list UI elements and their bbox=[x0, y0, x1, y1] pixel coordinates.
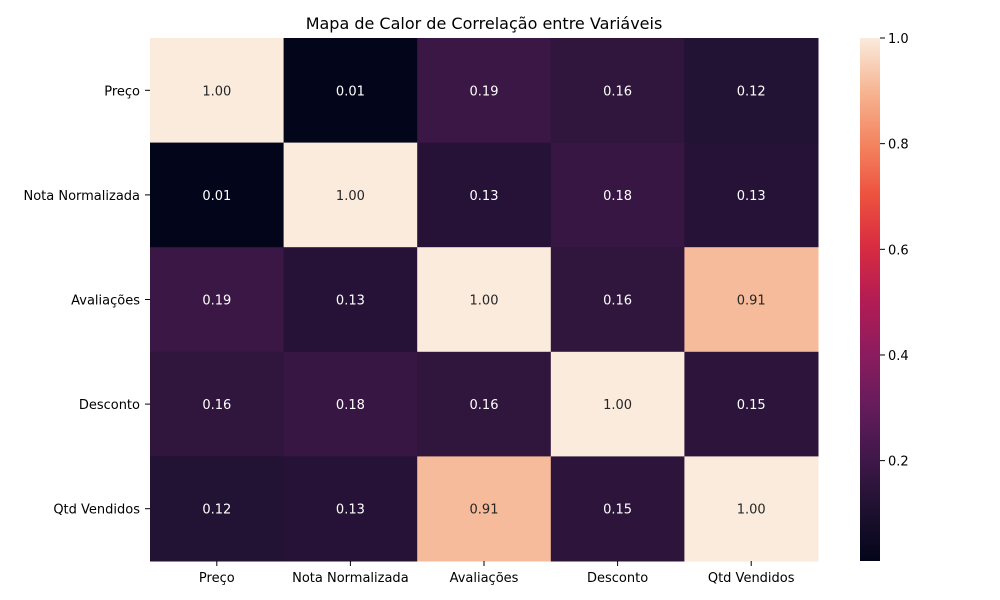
heatmap-cell-preco-avaliacoes bbox=[417, 38, 552, 144]
cell-value-label: 0.18 bbox=[603, 189, 632, 204]
y-axis: Preço Nota Normalizada Avaliações Desconto Q… bbox=[23, 84, 150, 518]
colorbar-tick-label: 0.2 bbox=[888, 455, 909, 470]
cell-value-label: 1.00 bbox=[470, 294, 499, 309]
cell-value-label: 0.91 bbox=[737, 294, 766, 309]
cell-value-label: 0.19 bbox=[470, 84, 499, 99]
cell-value-label: 0.01 bbox=[336, 84, 365, 99]
heatmap-cell-desconto-avaliacoes bbox=[417, 351, 552, 457]
x-tick-label-qtd-vendidos: Qtd Vendidos bbox=[708, 571, 795, 586]
heatmap-cell-qtd-vendidos-qtd-vendidos bbox=[684, 456, 819, 562]
heatmap-cell-labels: 1.00 0.01 0.19 0.16 0.12 0.01 1.00 0.13 0.18 0.13… bbox=[202, 84, 765, 517]
heatmap-cell-nota-normalizada-nota-normalizada bbox=[283, 142, 418, 248]
cell-value-label: 0.01 bbox=[202, 189, 231, 204]
cell-value-label: 0.91 bbox=[470, 503, 499, 518]
cell-value-label: 0.13 bbox=[336, 294, 365, 309]
heatmap-cell-desconto-qtd-vendidos bbox=[684, 351, 819, 457]
cell-value-label: 0.16 bbox=[470, 398, 499, 413]
colorbar-tick-label: 1.0 bbox=[888, 32, 909, 47]
y-tick-label-desconto: Desconto bbox=[79, 398, 140, 413]
heatmap-cell-avaliacoes-avaliacoes bbox=[417, 247, 552, 353]
colorbar-gradient bbox=[860, 38, 880, 561]
cell-value-label: 1.00 bbox=[336, 189, 365, 204]
x-tick-label-preco: Preço bbox=[199, 571, 235, 586]
y-tick-label-qtd-vendidos: Qtd Vendidos bbox=[53, 503, 140, 518]
heatmap-cell-preco-preco bbox=[150, 38, 285, 144]
heatmap-cell-qtd-vendidos-preco bbox=[150, 456, 285, 562]
y-tick-label-avaliacoes: Avaliações bbox=[71, 294, 140, 309]
heatmap-cells bbox=[150, 38, 819, 562]
cell-value-label: 0.13 bbox=[737, 189, 766, 204]
heatmap-cell-avaliacoes-qtd-vendidos bbox=[684, 247, 819, 353]
heatmap-cell-desconto-desconto bbox=[550, 351, 685, 457]
cell-value-label: 0.18 bbox=[336, 398, 365, 413]
heatmap-cell-avaliacoes-preco bbox=[150, 247, 285, 353]
cell-value-label: 0.15 bbox=[603, 503, 632, 518]
cell-value-label: 0.15 bbox=[737, 398, 766, 413]
heatmap-cell-avaliacoes-desconto bbox=[550, 247, 685, 353]
heatmap-cell-nota-normalizada-qtd-vendidos bbox=[684, 142, 819, 248]
cell-value-label: 0.16 bbox=[202, 398, 231, 413]
cell-value-label: 1.00 bbox=[737, 503, 766, 518]
x-tick-label-avaliacoes: Avaliações bbox=[450, 571, 519, 586]
heatmap-cell-qtd-vendidos-avaliacoes bbox=[417, 456, 552, 562]
x-tick-label-nota-normalizada: Nota Normalizada bbox=[292, 571, 409, 586]
heatmap-cell-avaliacoes-nota-normalizada bbox=[283, 247, 418, 353]
cell-value-label: 1.00 bbox=[202, 84, 231, 99]
colorbar-tick-label: 0.4 bbox=[888, 349, 909, 364]
colorbar: 0.2 0.4 0.6 0.8 1.0 bbox=[860, 32, 909, 561]
heatmap-cell-preco-qtd-vendidos bbox=[684, 38, 819, 144]
cell-value-label: 1.00 bbox=[603, 398, 632, 413]
heatmap-cell-qtd-vendidos-nota-normalizada bbox=[283, 456, 418, 562]
heatmap-cell-nota-normalizada-preco bbox=[150, 142, 285, 248]
chart-title: Mapa de Calor de Correlação entre Variáv… bbox=[306, 14, 663, 33]
cell-value-label: 0.12 bbox=[202, 503, 231, 518]
cell-value-label: 0.16 bbox=[603, 294, 632, 309]
y-tick-label-preco: Preço bbox=[104, 84, 140, 99]
colorbar-tick-label: 0.8 bbox=[888, 138, 909, 153]
heatmap-cell-preco-desconto bbox=[550, 38, 685, 144]
cell-value-label: 0.13 bbox=[336, 503, 365, 518]
heatmap-cell-qtd-vendidos-desconto bbox=[550, 456, 685, 562]
heatmap-cell-nota-normalizada-desconto bbox=[550, 142, 685, 248]
heatmap-cell-preco-nota-normalizada bbox=[283, 38, 418, 144]
cell-value-label: 0.13 bbox=[470, 189, 499, 204]
heatmap-cell-desconto-nota-normalizada bbox=[283, 351, 418, 457]
heatmap-cell-desconto-preco bbox=[150, 351, 285, 457]
x-tick-label-desconto: Desconto bbox=[587, 571, 648, 586]
colorbar-tick-label: 0.6 bbox=[888, 243, 909, 258]
heatmap-cell-nota-normalizada-avaliacoes bbox=[417, 142, 552, 248]
cell-value-label: 0.12 bbox=[737, 84, 766, 99]
y-tick-label-nota-normalizada: Nota Normalizada bbox=[23, 189, 140, 204]
x-axis: Preço Nota Normalizada Avaliações Desconto Q… bbox=[199, 561, 795, 586]
cell-value-label: 0.16 bbox=[603, 84, 632, 99]
cell-value-label: 0.19 bbox=[202, 294, 231, 309]
